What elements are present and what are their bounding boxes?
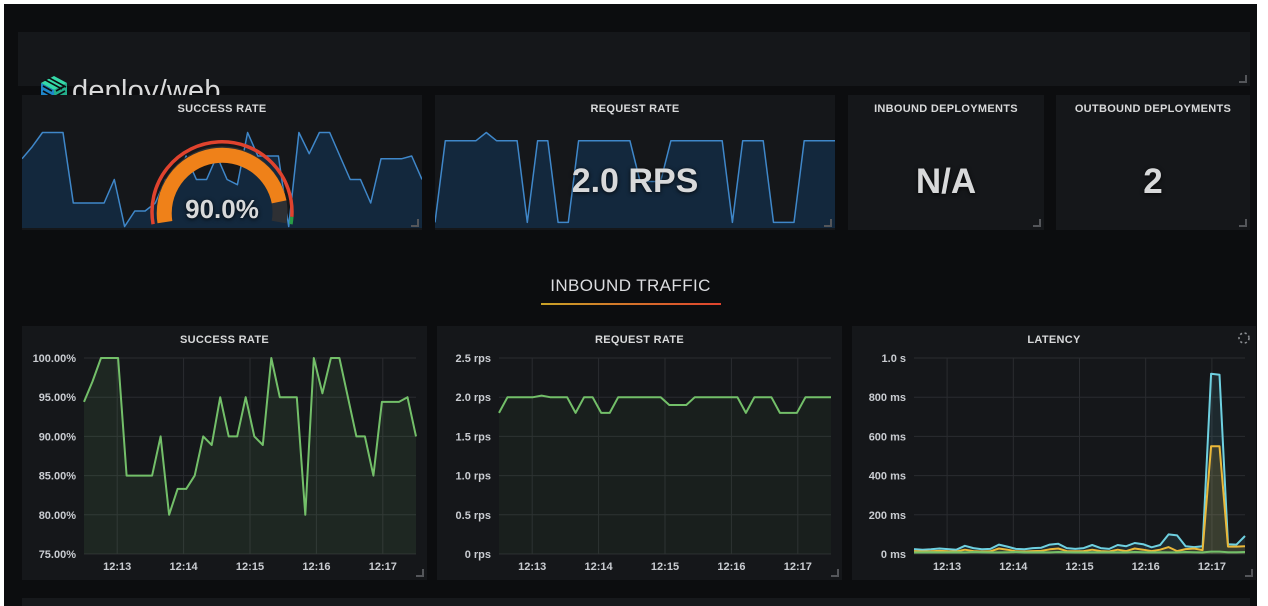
panel-success-rate-chart: SUCCESS RATE 100.00% 95.00% 90.00% 85.00% 80… — [22, 326, 427, 580]
svg-text:400 ms: 400 ms — [869, 471, 906, 483]
inbound-deployments-value: N/A — [915, 162, 977, 201]
svg-text:12:15: 12:15 — [651, 561, 679, 573]
svg-text:90.00%: 90.00% — [39, 431, 77, 443]
resize-handle-icon[interactable] — [411, 219, 419, 227]
svg-text:12:15: 12:15 — [1065, 561, 1093, 573]
success-rate-value: 90.0% — [185, 194, 259, 224]
resize-handle-icon[interactable] — [824, 219, 832, 227]
resize-handle-icon[interactable] — [831, 569, 839, 577]
svg-text:1.5 rps: 1.5 rps — [456, 431, 491, 443]
outbound-deployments-value: 2 — [1143, 162, 1163, 201]
svg-text:0.5 rps: 0.5 rps — [456, 510, 491, 522]
success-rate-sparkline — [21, 131, 423, 228]
svg-text:12:14: 12:14 — [170, 561, 199, 573]
svg-text:80.00%: 80.00% — [39, 510, 77, 522]
panel-success-rate-stat: SUCCESS RATE 90.0% — [21, 95, 423, 232]
svg-text:95.00%: 95.00% — [39, 392, 77, 404]
svg-text:1.0 rps: 1.0 rps — [456, 471, 491, 483]
panel-title[interactable]: SUCCESS RATE — [180, 334, 269, 346]
row-header-label: INBOUND TRAFFIC — [550, 276, 711, 295]
svg-text:1.0 s: 1.0 s — [882, 353, 906, 365]
svg-text:12:16: 12:16 — [1132, 561, 1160, 573]
panel-title[interactable]: SUCCESS RATE — [177, 103, 267, 115]
row-header-underline — [540, 303, 721, 305]
panel-outbound-deployments: OUTBOUND DEPLOYMENTS 2 — [1056, 95, 1250, 230]
svg-text:200 ms: 200 ms — [869, 510, 906, 522]
svg-text:12:16: 12:16 — [302, 561, 330, 573]
svg-text:75.00%: 75.00% — [39, 549, 77, 561]
svg-text:12:17: 12:17 — [784, 561, 812, 573]
svg-text:12:13: 12:13 — [103, 561, 131, 573]
panel-inbound-deployments: INBOUND DEPLOYMENTS N/A — [848, 95, 1044, 230]
resize-handle-icon[interactable] — [1245, 569, 1253, 577]
panel-title[interactable]: OUTBOUND DEPLOYMENTS — [1074, 103, 1232, 115]
resize-handle-icon[interactable] — [416, 569, 424, 577]
svg-text:0 ms: 0 ms — [881, 549, 906, 561]
svg-text:12:15: 12:15 — [236, 561, 264, 573]
svg-text:12:14: 12:14 — [585, 561, 614, 573]
svg-text:0 rps: 0 rps — [465, 549, 491, 561]
panel-latency-chart: LATENCY 1.0 s 800 ms 600 ms 400 ms 200 ms 0 m… — [852, 326, 1256, 580]
svg-text:100.00%: 100.00% — [33, 353, 77, 365]
latency-chart[interactable]: 1.0 s 800 ms 600 ms 400 ms 200 ms 0 ms 12:13 12… — [858, 352, 1248, 574]
svg-text:12:17: 12:17 — [369, 561, 397, 573]
request-rate-sparkline — [434, 131, 835, 228]
resize-handle-icon[interactable] — [1033, 219, 1041, 227]
resize-handle-icon[interactable] — [1239, 75, 1247, 83]
svg-text:2.0 rps: 2.0 rps — [456, 392, 491, 404]
loading-spinner-icon — [1238, 332, 1250, 344]
request-rate-chart[interactable]: 2.5 rps 2.0 rps 1.5 rps 1.0 rps 0.5 rps 0 rps… — [443, 352, 834, 574]
svg-text:12:17: 12:17 — [1198, 561, 1226, 573]
request-rate-value: 2.0 RPS — [571, 162, 699, 200]
row-header-inbound-traffic[interactable]: INBOUND TRAFFIC — [4, 276, 1257, 305]
svg-text:800 ms: 800 ms — [869, 392, 906, 404]
panel-title[interactable]: REQUEST RATE — [595, 334, 684, 346]
svg-text:600 ms: 600 ms — [869, 431, 906, 443]
success-rate-gauge — [132, 124, 312, 232]
svg-text:12:13: 12:13 — [518, 561, 546, 573]
svg-text:2.5 rps: 2.5 rps — [456, 353, 491, 365]
panel-title[interactable]: REQUEST RATE — [590, 103, 680, 115]
panel-title[interactable]: INBOUND DEPLOYMENTS — [874, 103, 1018, 115]
svg-text:12:14: 12:14 — [999, 561, 1028, 573]
panel-request-rate-stat: REQUEST RATE 2.0 RPS — [434, 95, 835, 230]
dashboard-stage: deploy/web SUCCESS RATE 90.0% REQUEST RA… — [4, 4, 1257, 606]
svg-text:85.00%: 85.00% — [39, 471, 77, 483]
success-rate-chart[interactable]: 100.00% 95.00% 90.00% 85.00% 80.00% 75.00% 12:… — [28, 352, 419, 574]
panel-title[interactable]: LATENCY — [1027, 334, 1081, 346]
svg-text:12:13: 12:13 — [933, 561, 961, 573]
header-panel: deploy/web — [18, 32, 1250, 107]
resize-handle-icon[interactable] — [1239, 219, 1247, 227]
panel-request-rate-chart: REQUEST RATE 2.5 rps 2.0 rps 1.5 rps 1.0 rp… — [437, 326, 842, 580]
svg-text:12:16: 12:16 — [717, 561, 745, 573]
next-row-panel-edge — [22, 598, 1250, 606]
